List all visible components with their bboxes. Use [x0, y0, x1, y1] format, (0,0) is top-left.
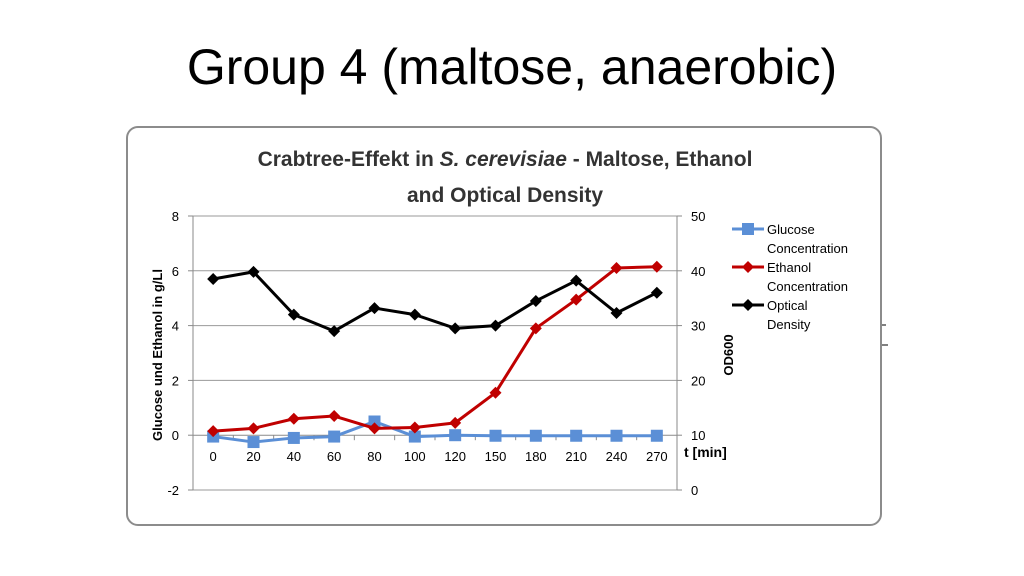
data-point: [449, 322, 462, 335]
data-point: [247, 422, 260, 435]
legend-label: Glucose: [767, 222, 815, 237]
data-point: [570, 293, 583, 306]
series-optical-density: [207, 265, 663, 338]
x-axis-label: t [min]: [684, 444, 727, 460]
x-tick-label: 20: [246, 449, 260, 464]
data-point: [408, 421, 421, 434]
series-line: [213, 265, 657, 433]
legend-marker: [742, 223, 754, 235]
data-point: [610, 306, 623, 319]
legend-label: Density: [767, 317, 811, 332]
legend-marker: [742, 261, 754, 273]
y-left-tick-label: 2: [172, 373, 179, 388]
legend-label: Concentration: [767, 241, 848, 256]
data-point: [247, 265, 260, 278]
slide-title: Group 4 (maltose, anaerobic): [186, 39, 838, 95]
data-point: [408, 308, 421, 321]
x-tick-label: 150: [485, 449, 507, 464]
legend-label: Concentration: [767, 279, 848, 294]
chart-title-line2: and Optical Density: [407, 184, 603, 207]
y-left-tick-label: 6: [172, 264, 179, 279]
y-left-tick-label: 8: [172, 209, 179, 224]
x-tick-label: 40: [287, 449, 301, 464]
data-point: [368, 302, 381, 315]
data-point: [287, 412, 300, 425]
series-ethanol-concentration: [207, 260, 663, 438]
y-right-tick-label: 10: [691, 428, 705, 443]
data-point: [287, 308, 300, 321]
x-tick-label: 240: [606, 449, 628, 464]
y-axis-left-label: Glucose und Ethanol in g/Ll: [150, 269, 165, 441]
series-glucose-concentration: [207, 415, 663, 449]
y-left-tick-label: 4: [172, 319, 179, 334]
x-tick-label: 120: [444, 449, 466, 464]
data-point: [570, 274, 583, 287]
data-point: [449, 416, 462, 429]
x-tick-label: 100: [404, 449, 426, 464]
data-point: [650, 429, 663, 442]
data-point: [489, 386, 502, 399]
data-point: [408, 430, 421, 443]
y-right-tick-label: 20: [691, 373, 705, 388]
chart-title-line1: Crabtree-Effekt in S. cerevisiae - Malto…: [258, 148, 753, 171]
legend-marker: [742, 299, 754, 311]
x-tick-label: 180: [525, 449, 547, 464]
legend-label: Optical: [767, 298, 808, 313]
data-point: [207, 425, 220, 438]
x-tick-label: 210: [565, 449, 587, 464]
y-right-tick-label: 50: [691, 209, 705, 224]
y-right-tick-label: 30: [691, 319, 705, 334]
data-point: [610, 429, 623, 442]
data-point: [489, 429, 502, 442]
data-point: [328, 430, 341, 443]
data-point: [650, 286, 663, 299]
series-line: [212, 270, 658, 333]
x-tick-label: 60: [327, 449, 341, 464]
y-right-tick-label: 0: [691, 483, 698, 498]
y-left-tick-label: 0: [172, 428, 179, 443]
data-point: [529, 294, 542, 307]
data-point: [328, 410, 341, 423]
y-axis-right-label: OD600: [721, 334, 736, 375]
y-left-tick-label: -2: [167, 483, 179, 498]
data-point: [610, 262, 623, 275]
data-point: [328, 325, 341, 338]
legend-label: Ethanol: [767, 260, 811, 275]
y-right-tick-label: 40: [691, 264, 705, 279]
series-line: [212, 420, 657, 444]
data-point: [570, 429, 583, 442]
data-point: [287, 431, 300, 444]
x-tick-label: 80: [367, 449, 381, 464]
data-point: [368, 415, 381, 428]
x-tick-label: 0: [210, 449, 217, 464]
data-point: [489, 319, 502, 332]
data-point: [529, 429, 542, 442]
data-point: [529, 322, 542, 335]
data-point: [207, 273, 220, 286]
data-point: [368, 422, 381, 435]
data-point: [449, 429, 462, 442]
data-point: [650, 260, 663, 273]
x-tick-label: 270: [646, 449, 668, 464]
data-point: [247, 436, 260, 449]
